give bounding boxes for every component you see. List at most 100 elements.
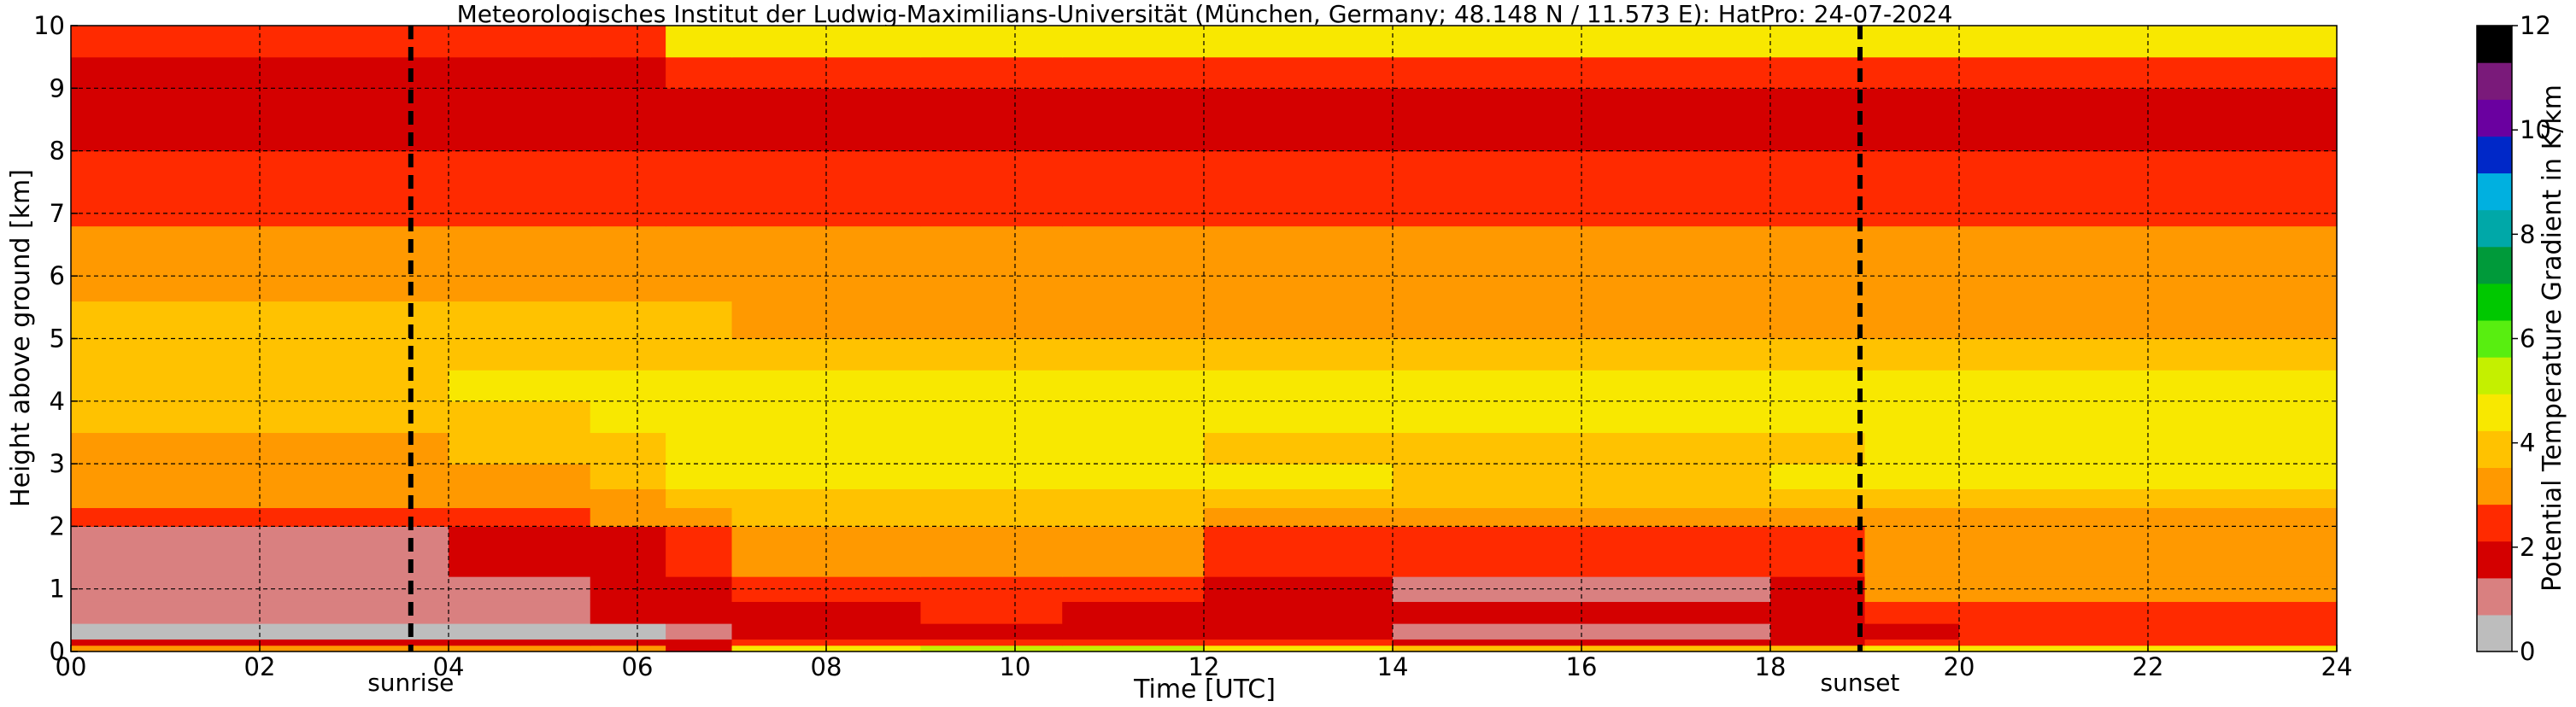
heatmap-cell <box>1393 225 1582 277</box>
heatmap-cell <box>590 150 666 227</box>
x-tick-label: 16 <box>1566 652 1598 681</box>
heatmap-cell <box>1204 276 1394 302</box>
heatmap-cell <box>731 507 922 527</box>
heatmap-cell <box>666 370 733 402</box>
heatmap-cell <box>260 488 449 509</box>
heatmap-cell <box>920 225 1063 277</box>
y-tick-label: 6 <box>50 261 65 290</box>
heatmap-cell <box>1393 88 1582 152</box>
heatmap-cell <box>1062 56 1205 89</box>
heatmap-cell <box>1393 645 1582 652</box>
heatmap-cell <box>1393 400 1582 434</box>
heatmap-cell <box>666 488 733 509</box>
heatmap-cell <box>1959 464 2338 490</box>
heatmap-cell <box>1204 370 1394 402</box>
heatmap-cell <box>1062 507 1205 527</box>
grid-lines <box>71 26 2337 651</box>
heatmap-cell <box>1062 639 1205 646</box>
heatmap-cell <box>1393 150 1582 227</box>
heatmap-cell <box>1770 488 1866 509</box>
heatmap-cell <box>590 370 666 402</box>
heatmap-cell <box>1581 507 1771 527</box>
heatmap-cell <box>1864 488 1960 509</box>
heatmap-cell <box>260 432 449 465</box>
heatmap-cell <box>71 526 261 577</box>
heatmap-cell <box>260 301 449 340</box>
heatmap-cell <box>1062 370 1205 402</box>
heatmap-cell <box>1204 338 1394 371</box>
heatmap-cell <box>71 150 261 227</box>
heatmap-cell <box>666 301 733 340</box>
heatmap-cell <box>1204 645 1394 652</box>
heatmap-cell <box>1204 639 1394 646</box>
heatmap-cell <box>920 432 1063 465</box>
heatmap-cell <box>260 225 449 277</box>
heatmap-cell <box>1062 150 1205 227</box>
heatmap-cell <box>71 623 261 640</box>
colorbar-segment <box>2477 357 2512 394</box>
heatmap-cell <box>1393 338 1582 371</box>
heatmap-cell <box>1062 225 1205 277</box>
heatmap-cell <box>666 645 733 652</box>
heatmap-cell <box>449 623 591 640</box>
heatmap-cell <box>1581 150 1771 227</box>
x-tick-label: 14 <box>1377 652 1409 681</box>
y-axis-ticks: 0 1 2 3 4 5 6 7 8 9 10 <box>33 11 78 666</box>
colorbar-tick-label: 6 <box>2520 324 2535 354</box>
heatmap-cell <box>590 400 666 434</box>
colorbar-segment <box>2477 394 2512 431</box>
heatmap-cell <box>1393 464 1582 490</box>
heatmap-cell <box>666 276 733 302</box>
colorbar-segment <box>2477 283 2512 321</box>
colorbar-segment <box>2477 209 2512 248</box>
heatmap-cell <box>920 507 1063 527</box>
heatmap-cell <box>590 56 666 89</box>
heatmap-cell <box>666 150 733 227</box>
heatmap-cell <box>1770 26 1866 58</box>
heatmap-cell <box>260 639 449 646</box>
heatmap-cell <box>1864 601 1960 624</box>
heatmap-cell <box>449 601 591 624</box>
heatmap-cell <box>590 623 666 640</box>
heatmap-cell <box>1062 488 1205 509</box>
colorbar-tick-label: 8 <box>2520 219 2535 248</box>
colorbar-tick-label: 4 <box>2520 429 2535 458</box>
heatmap-cell <box>260 400 449 434</box>
x-tick-label: 22 <box>2133 652 2164 681</box>
heatmap-cell <box>1204 56 1394 89</box>
colorbar-segment <box>2477 136 2512 174</box>
heatmap-cell <box>71 26 261 58</box>
heatmap-cell <box>1204 507 1394 527</box>
heatmap-cell <box>590 26 666 58</box>
colorbar-label: Potential Temperature Gradient in K/km <box>2538 85 2567 592</box>
heatmap-cell <box>920 639 1063 646</box>
heatmap-cell <box>666 56 733 89</box>
heatmap-cell <box>1770 432 1866 465</box>
heatmap-cell <box>1393 56 1582 89</box>
heatmap-cell <box>666 432 733 465</box>
x-tick-label: 04 <box>433 652 465 681</box>
heatmap-cell <box>1204 623 1394 640</box>
heatmap-cell <box>1204 526 1394 577</box>
heatmap-cell <box>1864 88 1960 152</box>
heatmap-cell <box>1204 601 1394 624</box>
heatmap-cell <box>1393 507 1582 527</box>
x-tick-label: 18 <box>1755 652 1787 681</box>
heatmap-cell <box>1770 526 1866 577</box>
heatmap-cell <box>1864 276 1960 302</box>
colorbar-segment <box>2477 614 2512 652</box>
heatmap-cell <box>1393 370 1582 402</box>
heatmap-cell <box>666 507 733 527</box>
heatmap <box>71 26 2338 652</box>
heatmap-cell <box>449 370 591 402</box>
heatmap-cell <box>1062 338 1205 371</box>
sunset-label: sunset <box>1821 669 1900 697</box>
heatmap-cell <box>449 432 591 465</box>
heatmap-cell <box>449 225 591 277</box>
heatmap-cell <box>1959 623 2338 640</box>
heatmap-cell <box>1062 276 1205 302</box>
heatmap-cell <box>449 301 591 340</box>
heatmap-cell <box>1581 370 1771 402</box>
heatmap-cell <box>1770 645 1866 652</box>
